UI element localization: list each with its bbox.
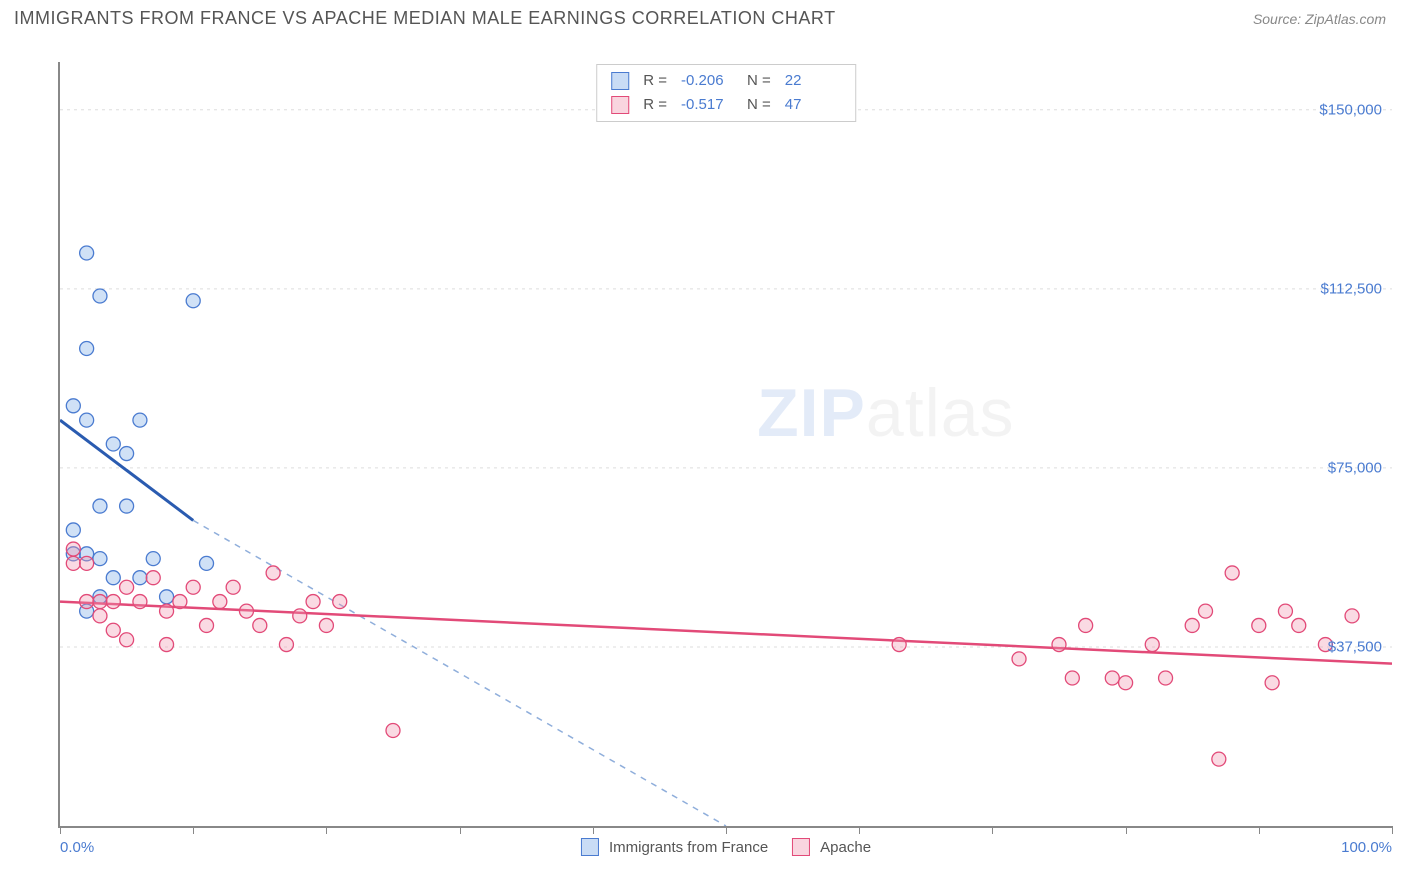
x-axis-min-label: 0.0% bbox=[60, 839, 94, 856]
legend-label: Immigrants from France bbox=[609, 839, 768, 856]
x-tick bbox=[326, 826, 327, 834]
scatter-plot: ZIPatlas R =-0.206N =22R =-0.517N =47 0.… bbox=[58, 62, 1392, 828]
source-credit: Source: ZipAtlas.com bbox=[1253, 11, 1386, 27]
x-tick bbox=[992, 826, 993, 834]
x-tick bbox=[1392, 826, 1393, 834]
legend-swatch bbox=[792, 838, 810, 856]
x-tick bbox=[60, 826, 61, 834]
x-axis-max-label: 100.0% bbox=[1341, 839, 1392, 856]
x-tick bbox=[593, 826, 594, 834]
correlation-legend: R = -0.206 N = 22 R = -0.517 N = 47 bbox=[596, 64, 856, 122]
x-tick bbox=[726, 826, 727, 834]
legend-row: R = -0.206 N = 22 bbox=[611, 69, 841, 93]
x-tick bbox=[193, 826, 194, 834]
watermark: ZIPatlas bbox=[757, 374, 1014, 452]
n-label: N = bbox=[747, 69, 771, 93]
chart-area: Median Male Earnings ZIPatlas R =-0.206N… bbox=[14, 42, 1392, 878]
r-label: R = bbox=[643, 69, 667, 93]
x-tick bbox=[460, 826, 461, 834]
y-tick-label: $37,500 bbox=[1328, 638, 1382, 655]
r-value: -0.517 bbox=[681, 93, 737, 117]
plot-svg bbox=[60, 62, 1392, 826]
legend-item: Immigrants from France bbox=[581, 838, 768, 856]
n-label: N = bbox=[747, 93, 771, 117]
n-value: 22 bbox=[785, 69, 841, 93]
legend-label: Apache bbox=[820, 839, 871, 856]
x-tick bbox=[1126, 826, 1127, 834]
legend-swatch bbox=[611, 96, 629, 114]
chart-title: IMMIGRANTS FROM FRANCE VS APACHE MEDIAN … bbox=[14, 8, 836, 29]
r-label: R = bbox=[643, 93, 667, 117]
y-tick-label: $150,000 bbox=[1319, 101, 1382, 118]
legend-item: Apache bbox=[792, 838, 871, 856]
legend-swatch bbox=[611, 72, 629, 90]
series-legend: Immigrants from France Apache bbox=[581, 838, 871, 856]
y-tick-label: $112,500 bbox=[1321, 280, 1382, 297]
x-tick bbox=[859, 826, 860, 834]
n-value: 47 bbox=[785, 93, 841, 117]
legend-swatch bbox=[581, 838, 599, 856]
r-value: -0.206 bbox=[681, 69, 737, 93]
legend-row: R = -0.517 N = 47 bbox=[611, 93, 841, 117]
y-tick-label: $75,000 bbox=[1328, 459, 1382, 476]
x-tick bbox=[1259, 826, 1260, 834]
